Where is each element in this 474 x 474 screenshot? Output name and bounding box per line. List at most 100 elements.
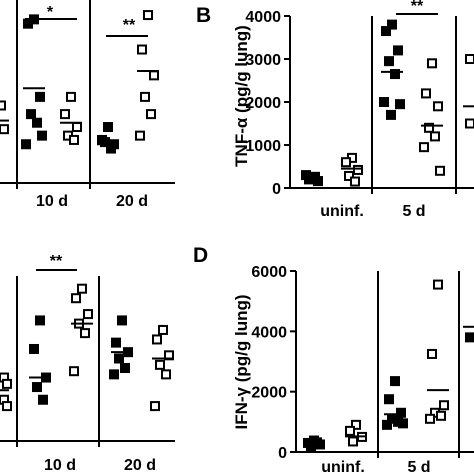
data-point-open	[341, 157, 351, 168]
data-point-filled	[29, 343, 39, 354]
data-point-filled	[32, 117, 42, 128]
data-point-open	[350, 176, 360, 187]
data-point-open	[161, 369, 171, 380]
data-point-open	[439, 400, 449, 411]
data-point-open	[425, 413, 435, 424]
data-point-open	[2, 378, 12, 389]
data-point-open	[351, 419, 361, 430]
data-point-open	[60, 109, 70, 120]
x-tick-label: 20 d	[124, 457, 156, 474]
data-point-open	[83, 309, 93, 320]
data-point-open	[71, 293, 81, 304]
data-point-filled	[387, 19, 397, 30]
data-point-open	[137, 44, 147, 55]
data-point-filled	[109, 369, 119, 380]
data-point-filled	[386, 109, 396, 120]
data-point-filled	[35, 315, 45, 326]
panel-c: 10 d 20 d **	[0, 253, 175, 474]
data-point-open	[348, 436, 358, 447]
significance-label: **	[123, 17, 136, 34]
data-point-filled	[111, 337, 121, 348]
data-point-open	[0, 124, 9, 135]
data-point-open	[345, 425, 355, 436]
data-point-filled	[23, 18, 33, 29]
data-point-open	[0, 100, 6, 111]
data-point-open	[353, 164, 363, 175]
y-tick-label: 2000	[251, 385, 287, 402]
x-tick-label: uninf.	[321, 459, 365, 474]
data-point-filled	[390, 69, 400, 80]
y-tick-label: 4000	[245, 9, 281, 26]
y-tick-label: 3000	[245, 52, 281, 69]
data-point-open	[427, 348, 437, 359]
x-tick-label: 10 d	[36, 193, 68, 210]
significance-label: **	[50, 253, 63, 270]
data-point-open	[143, 10, 153, 21]
data-point-open	[430, 131, 440, 142]
y-tick-label: 0	[278, 445, 287, 462]
data-point-open	[435, 165, 445, 176]
data-point-filled	[396, 407, 406, 418]
data-point-filled	[26, 109, 36, 120]
data-point-filled	[114, 353, 124, 364]
data-point-open	[140, 91, 150, 102]
panel-d: D IFN-γ (pg/g lung) uninf. 5 d 0 2000 4000…	[193, 244, 474, 474]
data-point-open	[2, 401, 12, 412]
data-point-open	[72, 122, 82, 133]
data-point-filled	[384, 56, 394, 67]
panel-label: D	[193, 244, 208, 267]
y-axis-label: TNF-α (pg/g lung)	[232, 25, 251, 167]
data-point-filled	[37, 130, 47, 141]
data-point-open	[465, 54, 474, 64]
data-point-filled	[21, 139, 31, 150]
data-point-filled	[465, 332, 474, 343]
data-point-filled	[390, 376, 400, 387]
x-tick-label: 20 d	[116, 193, 148, 210]
data-point-filled	[379, 97, 389, 107]
data-point-open	[433, 279, 443, 290]
data-point-open	[149, 70, 159, 81]
y-tick-label: 2000	[245, 95, 281, 112]
data-point-open	[77, 283, 87, 294]
x-tick-label: 10 d	[44, 457, 76, 474]
y-tick-label: 6000	[251, 264, 287, 281]
data-point-filled	[395, 99, 405, 110]
y-tick-label: 0	[272, 181, 281, 198]
data-point-open	[436, 410, 446, 421]
data-point-open	[155, 359, 165, 370]
data-point-filled	[38, 394, 48, 405]
data-point-open	[465, 118, 474, 129]
data-point-open	[135, 130, 145, 141]
data-point-open	[421, 88, 431, 99]
data-point-filled	[35, 91, 45, 102]
data-point-open	[427, 58, 437, 69]
data-point-open	[158, 324, 168, 335]
data-point-filled	[384, 394, 394, 405]
x-tick-label: 5 d	[407, 459, 430, 474]
data-point-open	[419, 142, 429, 153]
data-point-filled	[382, 419, 392, 430]
y-tick-label: 4000	[251, 324, 287, 341]
data-point-open	[344, 170, 354, 181]
panel-label: B	[196, 4, 211, 27]
data-point-open	[150, 401, 160, 412]
significance-label: **	[411, 0, 424, 15]
data-point-filled	[32, 382, 42, 393]
data-point-open	[66, 91, 76, 102]
data-point-filled	[106, 143, 116, 154]
data-point-filled	[393, 45, 403, 56]
data-point-open	[69, 366, 79, 377]
data-point-open	[80, 328, 90, 339]
data-point-open	[152, 334, 162, 345]
y-tick-label: 1000	[245, 138, 281, 155]
data-point-filled	[381, 26, 391, 37]
y-axis-label: IFN-γ (pg/g lung)	[232, 294, 251, 429]
data-point-filled	[398, 418, 408, 429]
x-tick-label: 5 d	[402, 203, 425, 220]
data-point-filled	[103, 122, 113, 133]
x-tick-label: uninf.	[320, 203, 364, 220]
data-point-open	[146, 109, 156, 120]
significance-label: *	[47, 4, 54, 21]
data-point-filled	[100, 137, 110, 148]
